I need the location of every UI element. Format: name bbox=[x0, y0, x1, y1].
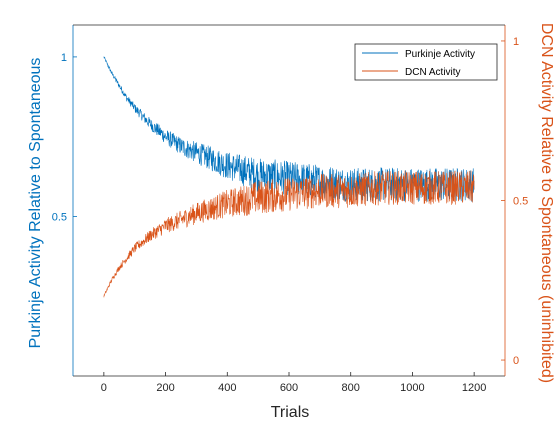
legend: Purkinje Activity DCN Activity bbox=[354, 43, 498, 81]
y-right-tick-label: 0 bbox=[513, 355, 519, 367]
y-left-tick-label: 1 bbox=[61, 52, 67, 64]
series-layer bbox=[103, 56, 475, 298]
axes-layer: 0 200 400 600 800 1000 1200 0.5 1 0 0.5 1 bbox=[52, 24, 528, 394]
y-axis-left-title: Purkinje Activity Relative to Spontaneou… bbox=[27, 58, 44, 349]
y-right-tick-label: 0.5 bbox=[513, 196, 528, 208]
series-dcn-line bbox=[103, 170, 475, 298]
y-axis-right-title: DCN Activity Relative to Spontaneous (un… bbox=[538, 23, 555, 383]
legend-box bbox=[354, 43, 498, 81]
x-axis-title: Trials bbox=[271, 404, 310, 420]
x-tick-label: 800 bbox=[342, 382, 360, 394]
y-right-tick-label: 1 bbox=[513, 36, 519, 48]
x-tick-label: 0 bbox=[101, 382, 107, 394]
legend-label-dcn: DCN Activity bbox=[405, 67, 461, 78]
x-tick-label: 600 bbox=[280, 382, 298, 394]
x-tick-label: 1000 bbox=[400, 382, 424, 394]
x-tick-label: 400 bbox=[218, 382, 236, 394]
x-tick-label: 1200 bbox=[462, 382, 486, 394]
legend-label-purkinje: Purkinje Activity bbox=[405, 49, 475, 60]
y-left-tick-label: 0.5 bbox=[52, 211, 67, 223]
x-tick-label: 200 bbox=[156, 382, 174, 394]
